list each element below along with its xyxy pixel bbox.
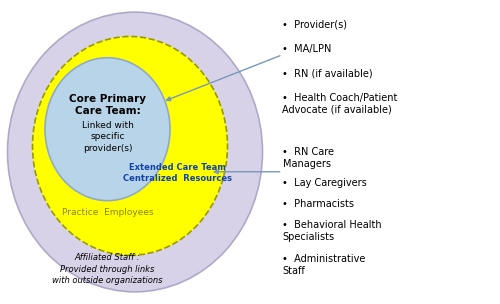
Text: •  Health Coach/Patient
Advocate (if available): • Health Coach/Patient Advocate (if avai… [282, 93, 398, 115]
Ellipse shape [45, 58, 170, 201]
Text: •  MA/LPN: • MA/LPN [282, 44, 332, 54]
Text: Extended Care Team
Centralized  Resources: Extended Care Team Centralized Resources [123, 163, 232, 183]
Text: Affiliated Staff :
Provided through links
with outside organizations: Affiliated Staff : Provided through link… [52, 254, 163, 285]
Text: Core Primary
Care Team:: Core Primary Care Team: [69, 94, 146, 116]
Ellipse shape [8, 12, 262, 292]
Ellipse shape [32, 36, 228, 255]
Text: •  Administrative
Staff: • Administrative Staff [282, 254, 366, 276]
Text: Practice  Employees: Practice Employees [62, 208, 154, 217]
Text: •  Behavioral Health
Specialists: • Behavioral Health Specialists [282, 220, 382, 242]
Text: •  Lay Caregivers: • Lay Caregivers [282, 178, 367, 188]
Text: •  Pharmacists: • Pharmacists [282, 199, 354, 209]
Text: Linked with
specific
provider(s): Linked with specific provider(s) [82, 120, 134, 153]
Text: •  RN (if available): • RN (if available) [282, 68, 373, 78]
Text: •  Provider(s): • Provider(s) [282, 20, 348, 30]
Text: •  RN Care
Managers: • RN Care Managers [282, 147, 335, 169]
